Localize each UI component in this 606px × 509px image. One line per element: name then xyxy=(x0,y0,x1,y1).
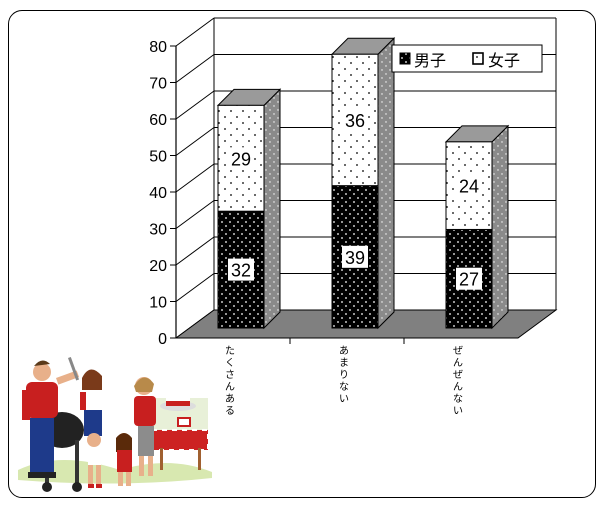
data-label-boys-text: 32 xyxy=(231,261,251,281)
legend-swatch-girls xyxy=(472,52,484,65)
data-label-boys-text: 39 xyxy=(345,248,365,268)
y-tick-label: 10 xyxy=(149,295,167,312)
data-label-girls-bg xyxy=(342,108,368,131)
bar-side-face xyxy=(263,88,281,330)
y-tick-label: 0 xyxy=(158,331,167,348)
gridline-diagonal xyxy=(175,90,215,120)
gridline-diagonal xyxy=(175,127,215,156)
x-tick-label: あまりない xyxy=(339,345,349,405)
data-label-girls-text: 24 xyxy=(459,177,479,197)
y-tick-label: 60 xyxy=(149,112,167,129)
data-label-boys-bg xyxy=(342,245,368,268)
y-axis-ticks: 0 10 20 30 40 50 60 70 80 xyxy=(149,39,176,348)
data-label-boys-bg xyxy=(456,267,482,290)
y-tick-label: 30 xyxy=(149,222,167,239)
gridline-diagonal xyxy=(175,200,215,229)
gridline-diagonal xyxy=(175,236,215,266)
x-tick-label: ぜんぜんない xyxy=(453,345,463,417)
y-tick-label: 50 xyxy=(149,149,167,166)
y-tick-label: 80 xyxy=(149,39,167,56)
chart-frame xyxy=(8,10,596,498)
data-label-boys: 32 xyxy=(228,258,254,281)
y-tick-label: 70 xyxy=(149,76,167,93)
y-tick-label: 20 xyxy=(149,258,167,275)
x-tick-label: たくさんある xyxy=(225,345,235,417)
gridline-diagonal xyxy=(175,17,215,47)
data-label-girls-bg xyxy=(228,147,254,170)
legend-swatch-boys xyxy=(399,52,411,65)
data-label-girls-bg xyxy=(456,174,482,197)
gridline-diagonal xyxy=(175,273,215,302)
legend: 男子 女子 xyxy=(391,44,543,73)
data-label-girls: 36 xyxy=(342,108,368,131)
legend-label-girls: 女子 xyxy=(488,51,520,70)
x-axis-labels: たくさんある あまりない ぜんぜんない xyxy=(225,345,463,417)
data-label-boys-bg xyxy=(228,258,254,281)
gridline-diagonal xyxy=(175,163,215,193)
bar-side-face xyxy=(377,37,395,330)
data-label-girls-text: 36 xyxy=(345,111,365,131)
family-barbecue-picnic-clipart xyxy=(18,356,212,492)
legend-label-boys: 男子 xyxy=(414,52,446,70)
data-label-boys: 27 xyxy=(456,267,482,290)
data-label-girls: 24 xyxy=(456,174,482,197)
data-labels: 32 29 39 36 27 24 xyxy=(228,108,482,290)
gridline-diagonal xyxy=(175,54,215,83)
data-label-boys: 39 xyxy=(342,245,368,268)
data-label-girls: 29 xyxy=(228,147,254,170)
bar-side-face xyxy=(491,124,509,330)
data-label-girls-text: 29 xyxy=(231,149,251,169)
data-label-boys-text: 27 xyxy=(459,270,479,290)
y-tick-label: 40 xyxy=(149,185,167,202)
